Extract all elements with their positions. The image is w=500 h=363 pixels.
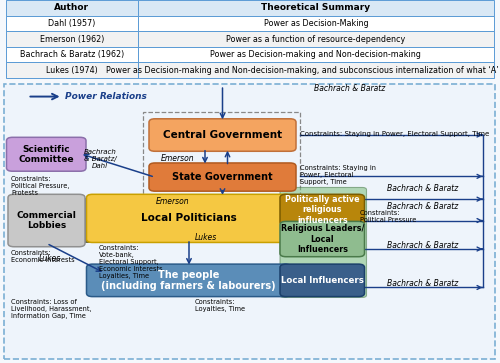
FancyBboxPatch shape <box>6 137 86 171</box>
FancyBboxPatch shape <box>280 187 366 297</box>
FancyBboxPatch shape <box>6 16 138 31</box>
FancyBboxPatch shape <box>149 119 296 151</box>
Text: Bachrach & Baratz: Bachrach & Baratz <box>387 241 458 250</box>
Text: Theoretical Summary: Theoretical Summary <box>262 3 370 12</box>
Text: Emerson: Emerson <box>160 154 194 163</box>
FancyBboxPatch shape <box>138 16 494 31</box>
Text: The people
(including farmers & labourers): The people (including farmers & labourer… <box>102 270 276 291</box>
Text: Power as Decision-Making: Power as Decision-Making <box>264 19 368 28</box>
Text: Religious Leaders/
Local
Influencers: Religious Leaders/ Local Influencers <box>280 224 364 254</box>
Text: Author: Author <box>54 3 90 12</box>
Text: Politically active
religious
influencers: Politically active religious influencers <box>285 195 360 225</box>
Text: Lukes: Lukes <box>39 254 61 264</box>
Text: Constraints: Loss of
Livelihood, Harassment,
Information Gap, Time: Constraints: Loss of Livelihood, Harassm… <box>11 299 92 319</box>
FancyBboxPatch shape <box>86 264 291 297</box>
Text: Constraints:
Political Pressure,
Protests: Constraints: Political Pressure, Protest… <box>11 176 70 196</box>
FancyBboxPatch shape <box>6 0 138 16</box>
Text: Local Politicians: Local Politicians <box>141 213 236 223</box>
Text: Bachrach & Baratz: Bachrach & Baratz <box>387 202 458 211</box>
Text: Power as Decision-making and Non-decision-making: Power as Decision-making and Non-decisio… <box>210 50 422 59</box>
FancyBboxPatch shape <box>280 264 364 297</box>
Text: Bachrach
& Baratz/
Dahl: Bachrach & Baratz/ Dahl <box>84 149 116 169</box>
Text: Constraints:
Vote-bank,
Electoral Support,
Economic Interests,
Loyalties, Time: Constraints: Vote-bank, Electoral Suppor… <box>99 245 164 279</box>
Text: Constraints:
Political Pressure: Constraints: Political Pressure <box>360 210 416 223</box>
FancyBboxPatch shape <box>8 194 85 247</box>
Text: Bachrach & Baratz: Bachrach & Baratz <box>387 279 458 288</box>
FancyBboxPatch shape <box>280 194 364 225</box>
FancyBboxPatch shape <box>6 62 138 78</box>
Bar <box>81 198 94 243</box>
Text: Constraints:
Loyalties, Time: Constraints: Loyalties, Time <box>195 299 245 312</box>
FancyBboxPatch shape <box>6 31 138 47</box>
Text: Power as a function of resource-dependency: Power as a function of resource-dependen… <box>226 34 406 44</box>
FancyBboxPatch shape <box>138 0 494 16</box>
Text: Lukes (1974): Lukes (1974) <box>46 66 98 75</box>
FancyBboxPatch shape <box>138 62 494 78</box>
FancyBboxPatch shape <box>149 163 296 191</box>
Text: Emerson (1962): Emerson (1962) <box>40 34 104 44</box>
FancyBboxPatch shape <box>280 221 364 257</box>
FancyBboxPatch shape <box>138 31 494 47</box>
Text: Constraints: Staying in
Power, Electoral
Support, Time: Constraints: Staying in Power, Electoral… <box>300 165 376 185</box>
Text: Central Government: Central Government <box>163 130 282 140</box>
Text: Bachrach & Baratz: Bachrach & Baratz <box>314 83 386 93</box>
Text: Power Relations: Power Relations <box>65 92 147 101</box>
FancyBboxPatch shape <box>138 47 494 62</box>
Text: State Government: State Government <box>172 172 273 182</box>
Text: Local Influencers: Local Influencers <box>281 276 363 285</box>
Text: Constraints:
Economic Interests: Constraints: Economic Interests <box>11 250 74 264</box>
Text: Lukes: Lukes <box>195 233 217 242</box>
Text: Bachrach & Baratz: Bachrach & Baratz <box>387 184 458 193</box>
FancyBboxPatch shape <box>6 47 138 62</box>
FancyBboxPatch shape <box>86 194 291 242</box>
Text: Emerson: Emerson <box>156 197 190 206</box>
FancyBboxPatch shape <box>4 84 495 359</box>
Text: Constraints: Staying in Power, Electoral Support, Time: Constraints: Staying in Power, Electoral… <box>300 131 489 136</box>
Text: Commercial
Lobbies: Commercial Lobbies <box>16 211 76 230</box>
Text: Scientific
Committee: Scientific Committee <box>18 144 74 164</box>
Text: Dahl (1957): Dahl (1957) <box>48 19 96 28</box>
Text: Bachrach & Baratz (1962): Bachrach & Baratz (1962) <box>20 50 124 59</box>
Text: Power as Decision-making and Non-decision-making, and subconscious internalizati: Power as Decision-making and Non-decisio… <box>106 66 500 75</box>
